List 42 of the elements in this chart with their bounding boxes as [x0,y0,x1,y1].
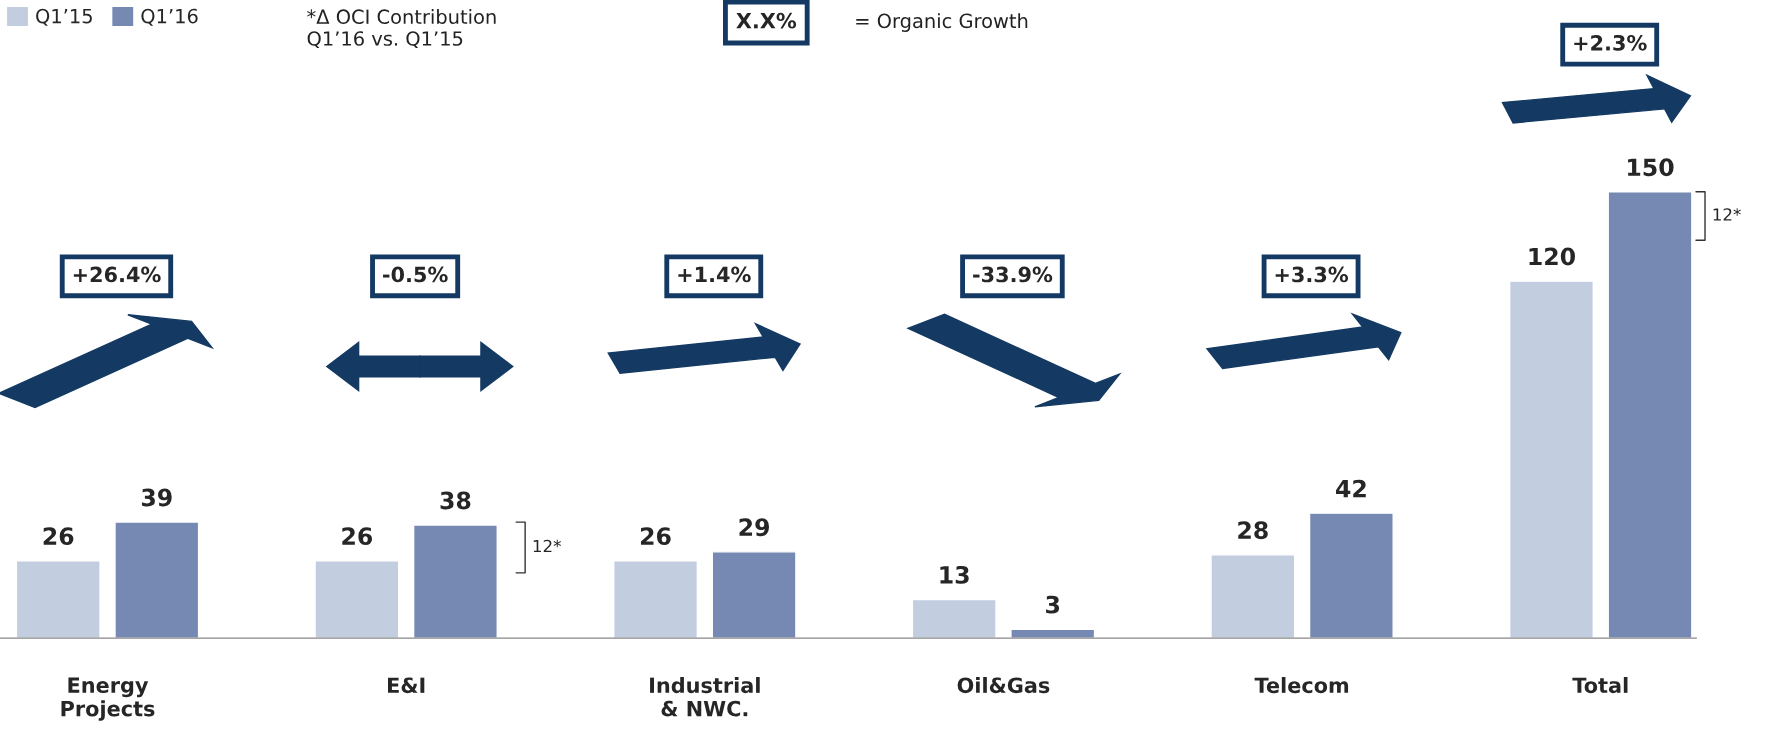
data-label: 29 [739,518,770,537]
text: *Δ OCI Contribution Q1’16 vs. Q1’15 [307,9,496,49]
text: = Organic Growth [856,13,1028,32]
x-tick-label: E&I [388,677,425,694]
annotation: +1.4% [678,266,751,283]
data-label: 38 [440,491,471,510]
data-label: 26 [342,527,373,546]
data-label: 120 [1529,247,1575,266]
data-label: 28 [1238,521,1268,540]
bar [114,521,200,639]
annotation: 12* [533,539,561,553]
bar [1508,280,1594,639]
x-tick-label: Energy Projects [61,677,155,721]
x-tick-label: Industrial & NWC. [650,677,760,717]
data-label: 26 [640,527,671,546]
annotation: +3.3% [1275,266,1349,283]
x-tick-label: Telecom [1254,677,1349,694]
data-label: 3 [1046,595,1060,614]
bar [711,551,797,639]
data-label: 13 [940,565,969,584]
bar [1210,554,1296,639]
annotation: -0.5% [383,266,448,283]
data-label: 42 [1336,479,1366,498]
annotation: +26.4% [73,266,161,283]
text: +2.3% [1574,34,1647,51]
legend-label: Q1’16 [141,8,198,26]
x-tick-label: Total [1572,677,1628,694]
text: X.X% [736,12,797,29]
bar [1607,191,1693,639]
legend-label: Q1’15 [36,8,92,26]
bar [613,560,699,639]
bar [412,524,498,639]
bar [1308,512,1394,639]
bar [15,560,101,639]
text: 12* [1713,208,1741,221]
data-label: 150 [1628,158,1674,177]
bar [314,560,400,639]
data-label: 26 [43,527,74,546]
x-tick-label: Oil&Gas [957,677,1050,694]
bar [911,598,997,639]
annotation: -33.9% [973,266,1053,283]
data-label: 39 [141,488,172,507]
